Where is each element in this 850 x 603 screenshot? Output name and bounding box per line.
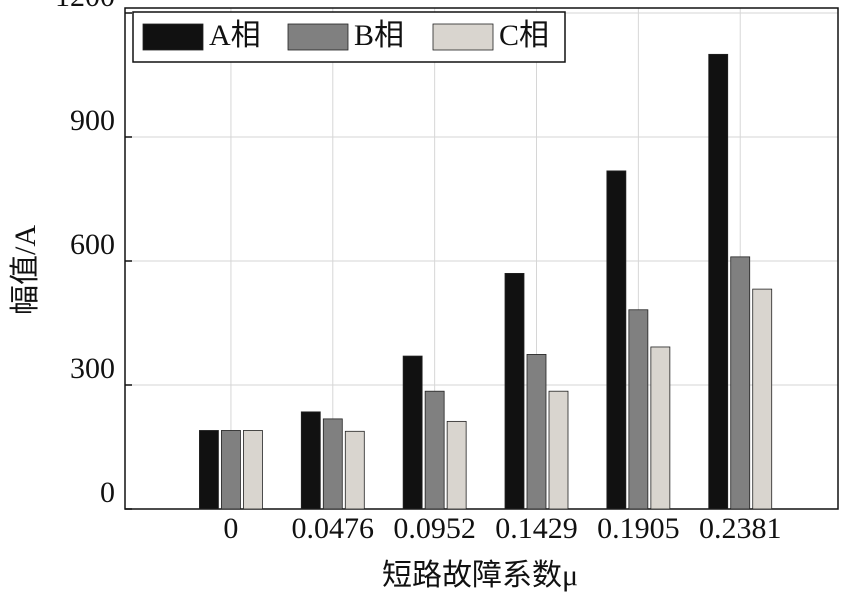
bar bbox=[730, 256, 751, 510]
x-axis-label: 短路故障系数μ bbox=[382, 559, 578, 592]
bar bbox=[752, 288, 773, 510]
y-tick-label: 0 bbox=[100, 476, 115, 509]
x-tick-label: 0 bbox=[223, 512, 238, 545]
x-tick-label: 0.1429 bbox=[495, 512, 578, 545]
bar bbox=[548, 390, 569, 510]
bar bbox=[628, 309, 649, 510]
bar bbox=[650, 346, 671, 510]
bar bbox=[322, 418, 343, 510]
bar bbox=[221, 430, 241, 510]
x-tick-label: 0.0476 bbox=[292, 512, 375, 545]
y-tick-label: 600 bbox=[70, 228, 115, 261]
plot-frame bbox=[124, 7, 839, 510]
bar bbox=[504, 272, 525, 510]
legend-label: A相 bbox=[209, 19, 261, 52]
bar bbox=[243, 430, 263, 510]
legend-swatch bbox=[142, 23, 204, 51]
legend-swatch bbox=[432, 23, 494, 51]
y-axis-label: 幅值/A bbox=[9, 225, 42, 315]
bar bbox=[526, 354, 547, 510]
bar bbox=[606, 170, 627, 510]
bar bbox=[424, 390, 445, 510]
x-tick-label: 0.1905 bbox=[597, 512, 680, 545]
bar bbox=[446, 420, 467, 510]
y-tick-label: 300 bbox=[70, 352, 115, 385]
legend-label: B相 bbox=[354, 19, 404, 52]
y-tick-label: 900 bbox=[70, 104, 115, 137]
bar bbox=[402, 355, 423, 510]
bar bbox=[300, 411, 321, 510]
x-tick-label: 0.0952 bbox=[393, 512, 476, 545]
y-tick-label: 1200 bbox=[55, 0, 115, 13]
bar bbox=[199, 430, 219, 510]
x-tick-label: 0.2381 bbox=[699, 512, 782, 545]
legend-label: C相 bbox=[499, 19, 549, 52]
bar bbox=[708, 53, 729, 510]
legend-swatch bbox=[287, 23, 349, 51]
bar bbox=[344, 430, 365, 510]
